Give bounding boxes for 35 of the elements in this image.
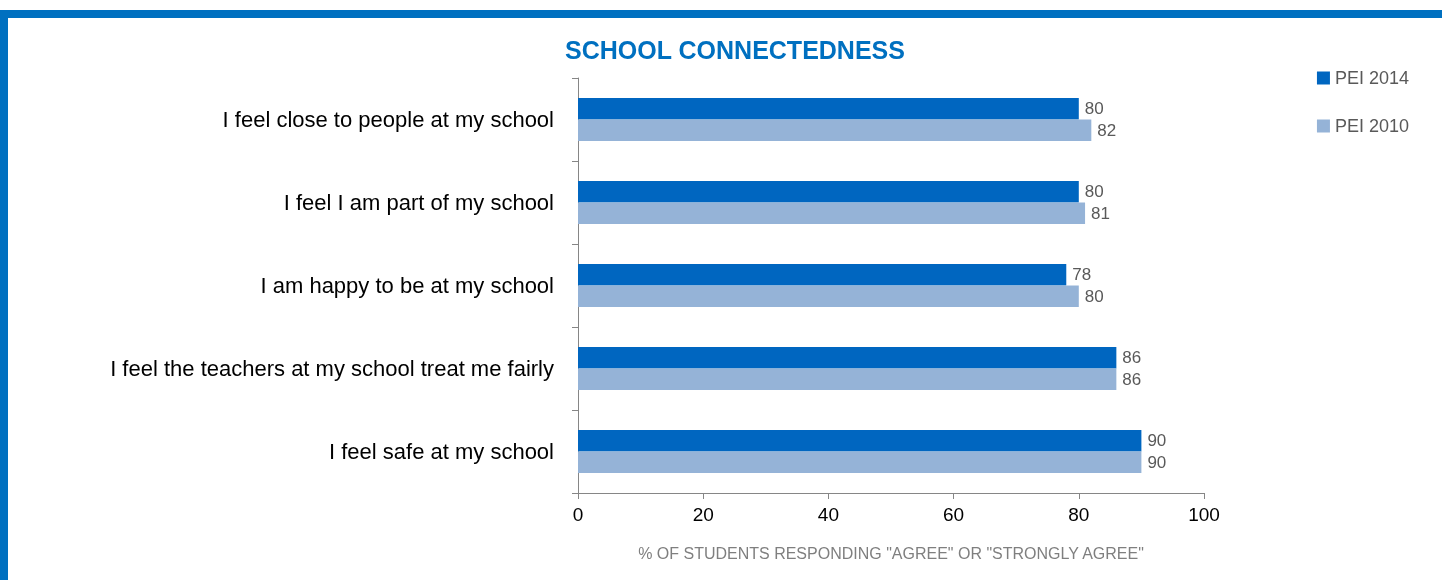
data-label: 90: [1147, 452, 1167, 472]
x-tick-label: 40: [817, 504, 839, 525]
bar: [578, 429, 1142, 452]
chart-title: SCHOOL CONNECTEDNESS: [565, 35, 905, 64]
data-label: 90: [1147, 431, 1167, 451]
data-label: 80: [1084, 286, 1104, 306]
data-label: 80: [1084, 182, 1104, 202]
bar: [578, 180, 1079, 203]
y-tick-label: I feel safe at my school: [329, 439, 554, 464]
bar: [578, 368, 1117, 391]
bar: [578, 119, 1092, 142]
y-tick-label: I feel the teachers at my school treat me fairly: [110, 356, 554, 381]
data-label: 86: [1122, 369, 1142, 389]
bar: [578, 97, 1079, 120]
x-axis-title: % OF STUDENTS RESPONDING "AGREE" OR "STRONGLY AGREE": [638, 544, 1144, 562]
legend-label: PEI 2010: [1334, 116, 1410, 136]
x-tick-label: 0: [572, 504, 584, 525]
bar: [578, 285, 1079, 308]
data-label: 81: [1091, 203, 1110, 223]
data-label: 80: [1084, 99, 1104, 119]
x-tick-label: 100: [1188, 504, 1220, 525]
y-tick-label: I feel close to people at my school: [222, 107, 554, 132]
bar: [578, 346, 1117, 369]
bar: [578, 451, 1142, 474]
bar: [578, 263, 1067, 286]
x-tick-label: 80: [1068, 504, 1090, 525]
data-label: 82: [1097, 120, 1117, 140]
legend-label: PEI 2014: [1334, 68, 1410, 88]
bar: [578, 202, 1086, 225]
data-label: 86: [1122, 348, 1142, 368]
y-tick-label: I am happy to be at my school: [260, 273, 554, 298]
x-tick-label: 60: [943, 504, 965, 525]
x-tick-label: 20: [692, 504, 714, 525]
y-tick-label: I feel I am part of my school: [283, 190, 554, 215]
data-label: 78: [1072, 265, 1092, 285]
